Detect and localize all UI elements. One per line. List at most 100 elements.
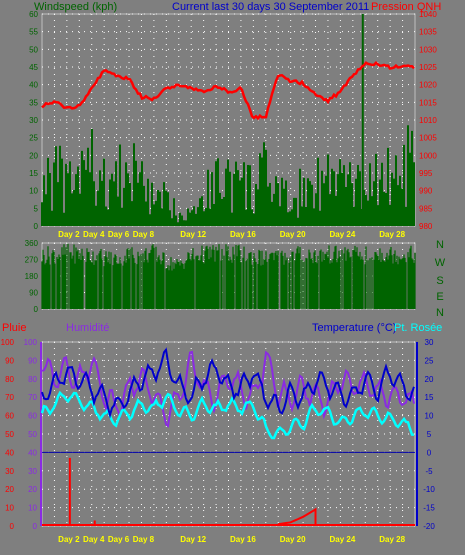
windspeed-tick-label: 0 — [34, 222, 39, 231]
rain-tick-label: 100 — [1, 338, 15, 347]
humidity-tick-label: 80 — [28, 375, 37, 384]
temperature-tick-label: 0 — [427, 448, 432, 457]
dewpoint-line — [40, 390, 415, 440]
humidity-tick-label: 0 — [33, 522, 38, 531]
pressure-tick-label: 995 — [419, 169, 433, 178]
temperature-tick-label: 5 — [427, 430, 432, 439]
humidity-tick-label: 20 — [28, 485, 37, 494]
compass-direction-label: E — [436, 291, 443, 303]
x-tick-label: Day 8 — [133, 230, 155, 239]
windspeed-tick-label: 25 — [29, 134, 38, 143]
direction-tick-label: 90 — [29, 289, 38, 298]
pressure-tick-label: 1015 — [419, 98, 437, 107]
pressure-tick-label: 1005 — [419, 134, 437, 143]
x-tick-label: Day 8 — [133, 535, 155, 544]
humidity-tick-label: 50 — [28, 430, 37, 439]
windspeed-tick-label: 45 — [29, 63, 38, 72]
dewpoint-axis-title: Pt. Rosée — [394, 322, 442, 334]
humidity-tick-label: 30 — [28, 467, 37, 476]
humidity-tick-label: 60 — [28, 412, 37, 421]
humidity-tick-label: 100 — [24, 338, 38, 347]
temperature-tick-label: -20 — [423, 522, 435, 531]
humidity-tick-label: 40 — [28, 448, 37, 457]
rain-tick-label: 30 — [5, 467, 14, 476]
x-tick-label: Day 24 — [330, 535, 356, 544]
temperature-tick-label: -5 — [425, 467, 433, 476]
direction-tick-label: 270 — [25, 256, 39, 265]
humidity-tick-label: 70 — [28, 393, 37, 402]
humidity-axis-title: Humidité — [66, 322, 109, 334]
temperature-tick-label: 25 — [425, 356, 434, 365]
rain-accumulation-line — [278, 507, 317, 526]
temperature-tick-label: -15 — [423, 504, 435, 513]
windspeed-tick-label: 35 — [29, 98, 38, 107]
x-tick-label: Day 16 — [230, 535, 256, 544]
pressure-tick-label: 1000 — [419, 151, 437, 160]
pressure-axis-title: Pression QNH — [371, 1, 441, 13]
compass-direction-label: W — [435, 257, 446, 269]
temperature-axis-title: Temperature (°C) — [312, 322, 396, 334]
compass-direction-label: S — [436, 275, 443, 287]
wind-direction-bars — [41, 243, 416, 309]
wind-pressure-panel: 0510152025303540455055609809859909951000… — [29, 10, 437, 239]
temperature-tick-label: 30 — [425, 338, 434, 347]
x-tick-label: Day 16 — [230, 230, 256, 239]
pressure-tick-label: 980 — [419, 222, 433, 231]
x-tick-label: Day 4 — [83, 230, 105, 239]
pressure-tick-label: 1040 — [419, 10, 437, 19]
x-tick-label: Day 28 — [379, 535, 405, 544]
humidity-tick-label: 10 — [28, 504, 37, 513]
pressure-line — [41, 60, 415, 121]
windspeed-tick-label: 55 — [29, 28, 38, 37]
temperature-tick-label: 10 — [425, 412, 434, 421]
rain-tick-label: 0 — [10, 522, 15, 531]
x-tick-label: Day 6 — [108, 535, 130, 544]
windspeed-tick-label: 5 — [34, 204, 39, 213]
direction-tick-label: 180 — [25, 272, 39, 281]
chart-title: Current last 30 days 30 September 2011 — [172, 1, 369, 13]
pressure-tick-label: 985 — [419, 204, 433, 213]
x-tick-label: Day 20 — [280, 535, 306, 544]
temperature-tick-label: 15 — [425, 393, 434, 402]
direction-tick-label: 360 — [25, 239, 39, 248]
x-tick-label: Day 2 — [58, 230, 80, 239]
compass-direction-label: N — [436, 307, 444, 319]
rain-tick-label: 40 — [5, 448, 14, 457]
humidity-tick-label: 90 — [28, 356, 37, 365]
x-tick-label: Day 6 — [108, 230, 130, 239]
x-tick-label: Day 20 — [280, 230, 306, 239]
compass-direction-label: N — [436, 239, 444, 251]
rain-tick-label: 50 — [5, 430, 14, 439]
rain-tick-label: 90 — [5, 356, 14, 365]
rain-tick-label: 60 — [5, 412, 14, 421]
rain-tick-label: 20 — [5, 485, 14, 494]
temperature-tick-label: 20 — [425, 375, 434, 384]
x-tick-label: Day 12 — [180, 230, 206, 239]
temperature-line — [41, 347, 415, 419]
pressure-tick-label: 1030 — [419, 45, 437, 54]
direction-tick-label: 0 — [34, 305, 39, 314]
rain-tick-label: 80 — [5, 375, 14, 384]
pressure-tick-label: 1035 — [419, 28, 437, 37]
windspeed-tick-label: 30 — [29, 116, 38, 125]
rain-tick-label: 10 — [5, 504, 14, 513]
x-tick-label: Day 24 — [330, 230, 356, 239]
windspeed-tick-label: 40 — [29, 81, 38, 90]
pressure-tick-label: 1020 — [419, 81, 437, 90]
rain-axis-title: Pluie — [2, 322, 26, 334]
x-tick-label: Day 28 — [379, 230, 405, 239]
windspeed-tick-label: 50 — [29, 45, 38, 54]
pressure-tick-label: 990 — [419, 187, 433, 196]
windspeed-tick-label: 20 — [29, 151, 38, 160]
wind-gust-bars — [41, 125, 415, 226]
windspeed-axis-title: Windspeed (kph) — [34, 1, 117, 13]
pressure-tick-label: 1010 — [419, 116, 437, 125]
windspeed-tick-label: 15 — [29, 169, 38, 178]
x-tick-label: Day 12 — [180, 535, 206, 544]
windspeed-tick-label: 60 — [29, 10, 38, 19]
rain-tick-label: 70 — [5, 393, 14, 402]
pressure-tick-label: 1025 — [419, 63, 437, 72]
